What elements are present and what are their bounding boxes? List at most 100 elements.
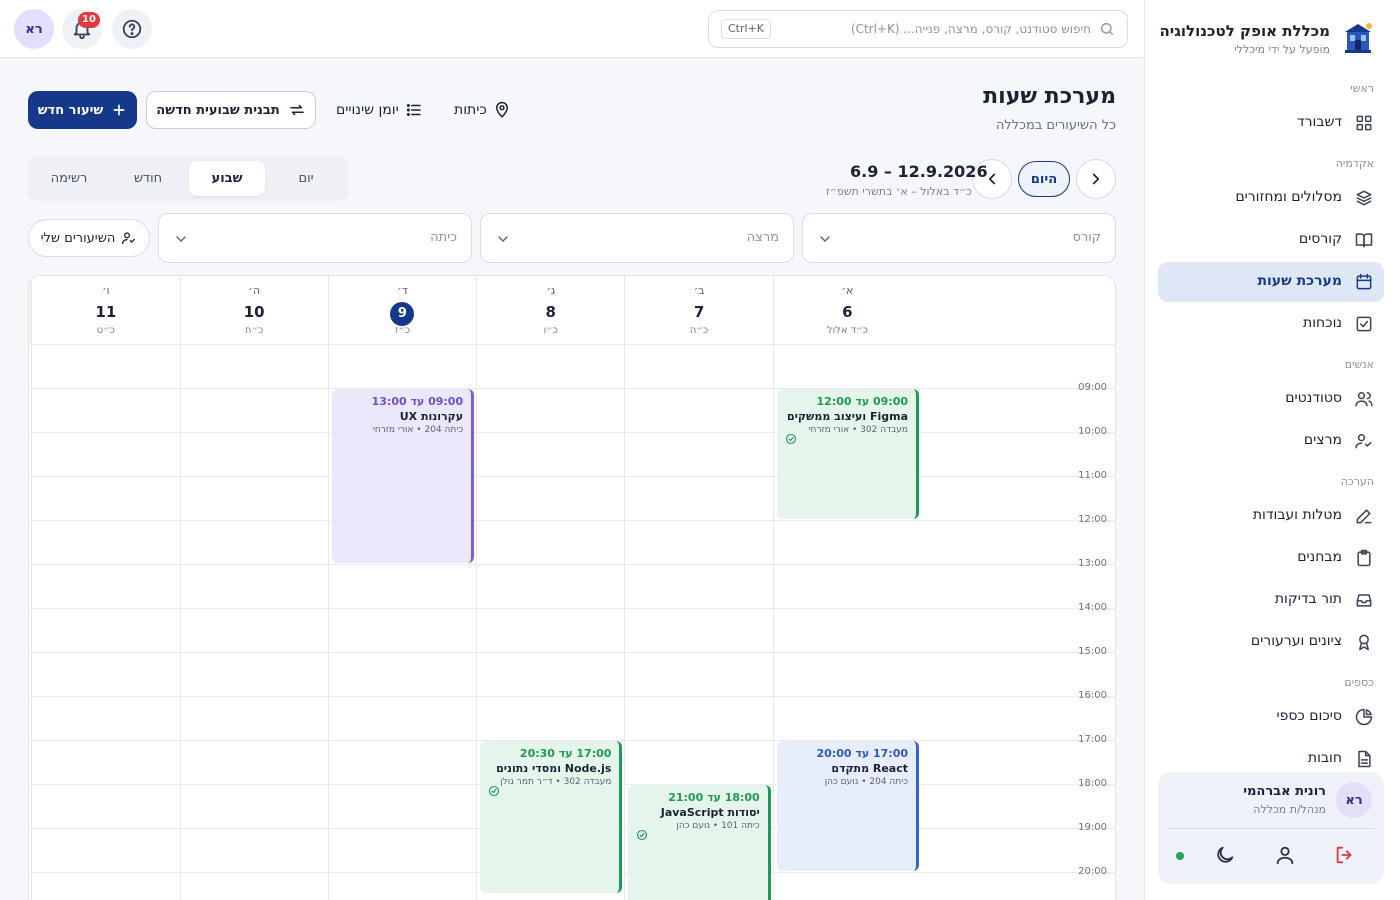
divider	[1168, 828, 1374, 829]
book-icon	[1355, 233, 1373, 248]
prev-week-button[interactable]	[972, 159, 1012, 199]
hour-gridline	[29, 564, 1115, 565]
user-name: רונית אברהמי	[1243, 784, 1326, 799]
lecturer-filter[interactable]: מרצה	[480, 213, 794, 263]
user-icon	[1276, 846, 1294, 865]
sidebar-item-label: סיכום כספי	[1276, 708, 1342, 724]
user-avatar[interactable]: רא	[1336, 782, 1372, 818]
day-column[interactable]	[327, 345, 476, 900]
sidebar-item-label: מערכת שעות	[1257, 273, 1342, 289]
sidebar-item[interactable]: תור בדיקות	[1158, 580, 1384, 620]
logout-button[interactable]	[1332, 844, 1356, 868]
rooms-label: כיתות	[454, 102, 487, 118]
tab-week[interactable]: שבוע	[189, 161, 265, 196]
day-header[interactable]: ד׳ 9 כ״ז	[327, 276, 476, 344]
sidebar-item-label: מסלולים ומחזורים	[1235, 189, 1342, 205]
changes-log-label: יומן שינויים	[336, 102, 399, 118]
my-lessons-toggle[interactable]: השיעורים שלי	[28, 219, 150, 257]
sidebar-item[interactable]: מבחנים	[1158, 538, 1384, 578]
sidebar-item-label: תור בדיקות	[1274, 591, 1342, 607]
sidebar-item-label: חובות	[1307, 750, 1342, 766]
sidebar-item-label: מטלות ועבודות	[1252, 507, 1342, 523]
tab-list[interactable]: רשימה	[50, 171, 88, 186]
chevron-down-icon	[498, 236, 508, 242]
hour-gridline	[29, 344, 1115, 345]
sidebar: מכללת אופק לטכנולוגיה מופעל על ידי מיכלל…	[1144, 0, 1400, 900]
sidebar-item[interactable]: נוכחות	[1158, 304, 1384, 344]
lesson-event[interactable]: 17:00 עד 20:30 Node.js ומסדי נתונים מעבדה …	[480, 741, 623, 893]
day-header[interactable]: ש׳ 12ראש השנה	[29, 276, 32, 344]
check-circle-icon	[637, 829, 648, 841]
day-column[interactable]	[179, 345, 328, 900]
day-column[interactable]	[476, 345, 624, 900]
page-title: מערכת שעות	[983, 84, 1116, 109]
tab-month[interactable]: חודש	[133, 171, 163, 186]
hour-gridline	[29, 696, 1115, 697]
sidebar-item[interactable]: מרצים	[1158, 421, 1384, 461]
event-time: 09:00 עד 13:00	[371, 395, 464, 408]
lesson-event[interactable]: 17:00 עד 20:00 React מתקדם כיתה 204 • נועם…	[776, 741, 919, 871]
changes-log-link[interactable]: יומן שינויים	[336, 98, 423, 122]
day-header[interactable]: א׳ 6 כ״ד אלול	[772, 276, 921, 344]
day-number: 9	[329, 300, 476, 326]
day-column[interactable]	[29, 345, 31, 900]
hour-gridline	[29, 520, 1115, 521]
day-header[interactable]: ב׳ 7 כ״ה	[624, 276, 772, 344]
lesson-event[interactable]: 09:00 עד 12:00 Figma ועיצוב ממשקים מעבדה 3…	[776, 389, 919, 519]
day-header[interactable]: ו׳ 11 כ״ט	[31, 276, 179, 344]
new-lesson-button[interactable]: שיעור חדש	[28, 91, 137, 129]
day-header[interactable]: ג׳ 8 כ״ו	[476, 276, 624, 344]
week-calendar: א׳ 6 כ״ד אלול ב׳ 7 כ״ה ג׳ 8 כ״ו ד׳ 9 כ״ז ה׳ 10 כ״ח ו׳ 11…	[28, 275, 1116, 900]
day-column[interactable]	[772, 345, 921, 900]
sidebar-item[interactable]: חובות	[1158, 739, 1384, 770]
course-filter[interactable]: קורס	[802, 213, 1116, 263]
lesson-event[interactable]: 09:00 עד 13:00 עקרונות UX כיתה 204 • אורי …	[331, 389, 475, 563]
day-number: 7	[625, 300, 772, 324]
day-number: 6	[774, 300, 921, 324]
hour-label: 17:00	[1078, 734, 1107, 745]
global-search[interactable]: חיפוש סטודנט, קורס, מרצה, פנייה... (Ctrl…	[708, 10, 1128, 48]
event-title: React מתקדם	[831, 762, 908, 775]
repeat-icon	[289, 104, 304, 116]
day-name: ד׳	[397, 284, 408, 297]
nav-group-label: כספים	[1344, 676, 1374, 689]
sidebar-item[interactable]: סטודנטים	[1158, 379, 1384, 419]
sidebar-item[interactable]: קורסים	[1158, 220, 1384, 260]
profile-button[interactable]	[1272, 844, 1296, 868]
search-icon	[1101, 23, 1113, 35]
next-week-button[interactable]	[1076, 159, 1116, 199]
day-number: 10	[181, 300, 328, 324]
sidebar-item[interactable]: סיכום כספי	[1158, 697, 1384, 737]
award-icon	[1359, 634, 1369, 651]
brand[interactable]: מכללת אופק לטכנולוגיה מופעל על ידי מיכלל…	[1159, 18, 1374, 62]
today-button[interactable]: היום	[1018, 161, 1070, 197]
dark-mode-button[interactable]	[1212, 844, 1236, 868]
lesson-event[interactable]: 18:00 עד 21:00 יסודות JavaScript כיתה 101 …	[628, 785, 771, 900]
day-header[interactable]: ה׳ 10 כ״ח	[179, 276, 328, 344]
new-weekly-template-button[interactable]: תבנית שבועית חדשה	[146, 91, 316, 129]
plus-icon	[113, 104, 125, 116]
day-column[interactable]	[31, 345, 179, 900]
event-title: Figma ועיצוב ממשקים	[787, 410, 908, 423]
help-button[interactable]	[112, 9, 152, 49]
view-switcher: יום שבוע חודש רשימה	[28, 156, 348, 201]
sidebar-item[interactable]: דשבורד	[1158, 103, 1384, 143]
hour-label: 20:00	[1078, 866, 1107, 877]
notifications-button[interactable]: 10	[62, 9, 102, 49]
hour-label: 19:00	[1078, 822, 1107, 833]
hour-gridline	[29, 740, 1115, 741]
sidebar-item[interactable]: מערכת שעות	[1158, 262, 1384, 302]
sidebar-item[interactable]: מטלות ועבודות	[1158, 496, 1384, 536]
tab-day[interactable]: יום	[298, 171, 314, 186]
rooms-link[interactable]: כיתות	[454, 98, 511, 122]
sidebar-item[interactable]: מסלולים ומחזורים	[1158, 178, 1384, 218]
top-avatar[interactable]: רא	[14, 9, 54, 49]
day-number: 8	[477, 300, 624, 324]
sidebar-item-label: קורסים	[1298, 231, 1342, 247]
sidebar-item[interactable]: ציונים וערעורים	[1158, 622, 1384, 662]
pie-icon	[1355, 708, 1373, 726]
day-column[interactable]	[624, 345, 772, 900]
notifications-badge: 10	[78, 12, 100, 28]
nav-group-label: הערכה	[1340, 475, 1374, 488]
room-filter[interactable]: כיתה	[158, 213, 472, 263]
